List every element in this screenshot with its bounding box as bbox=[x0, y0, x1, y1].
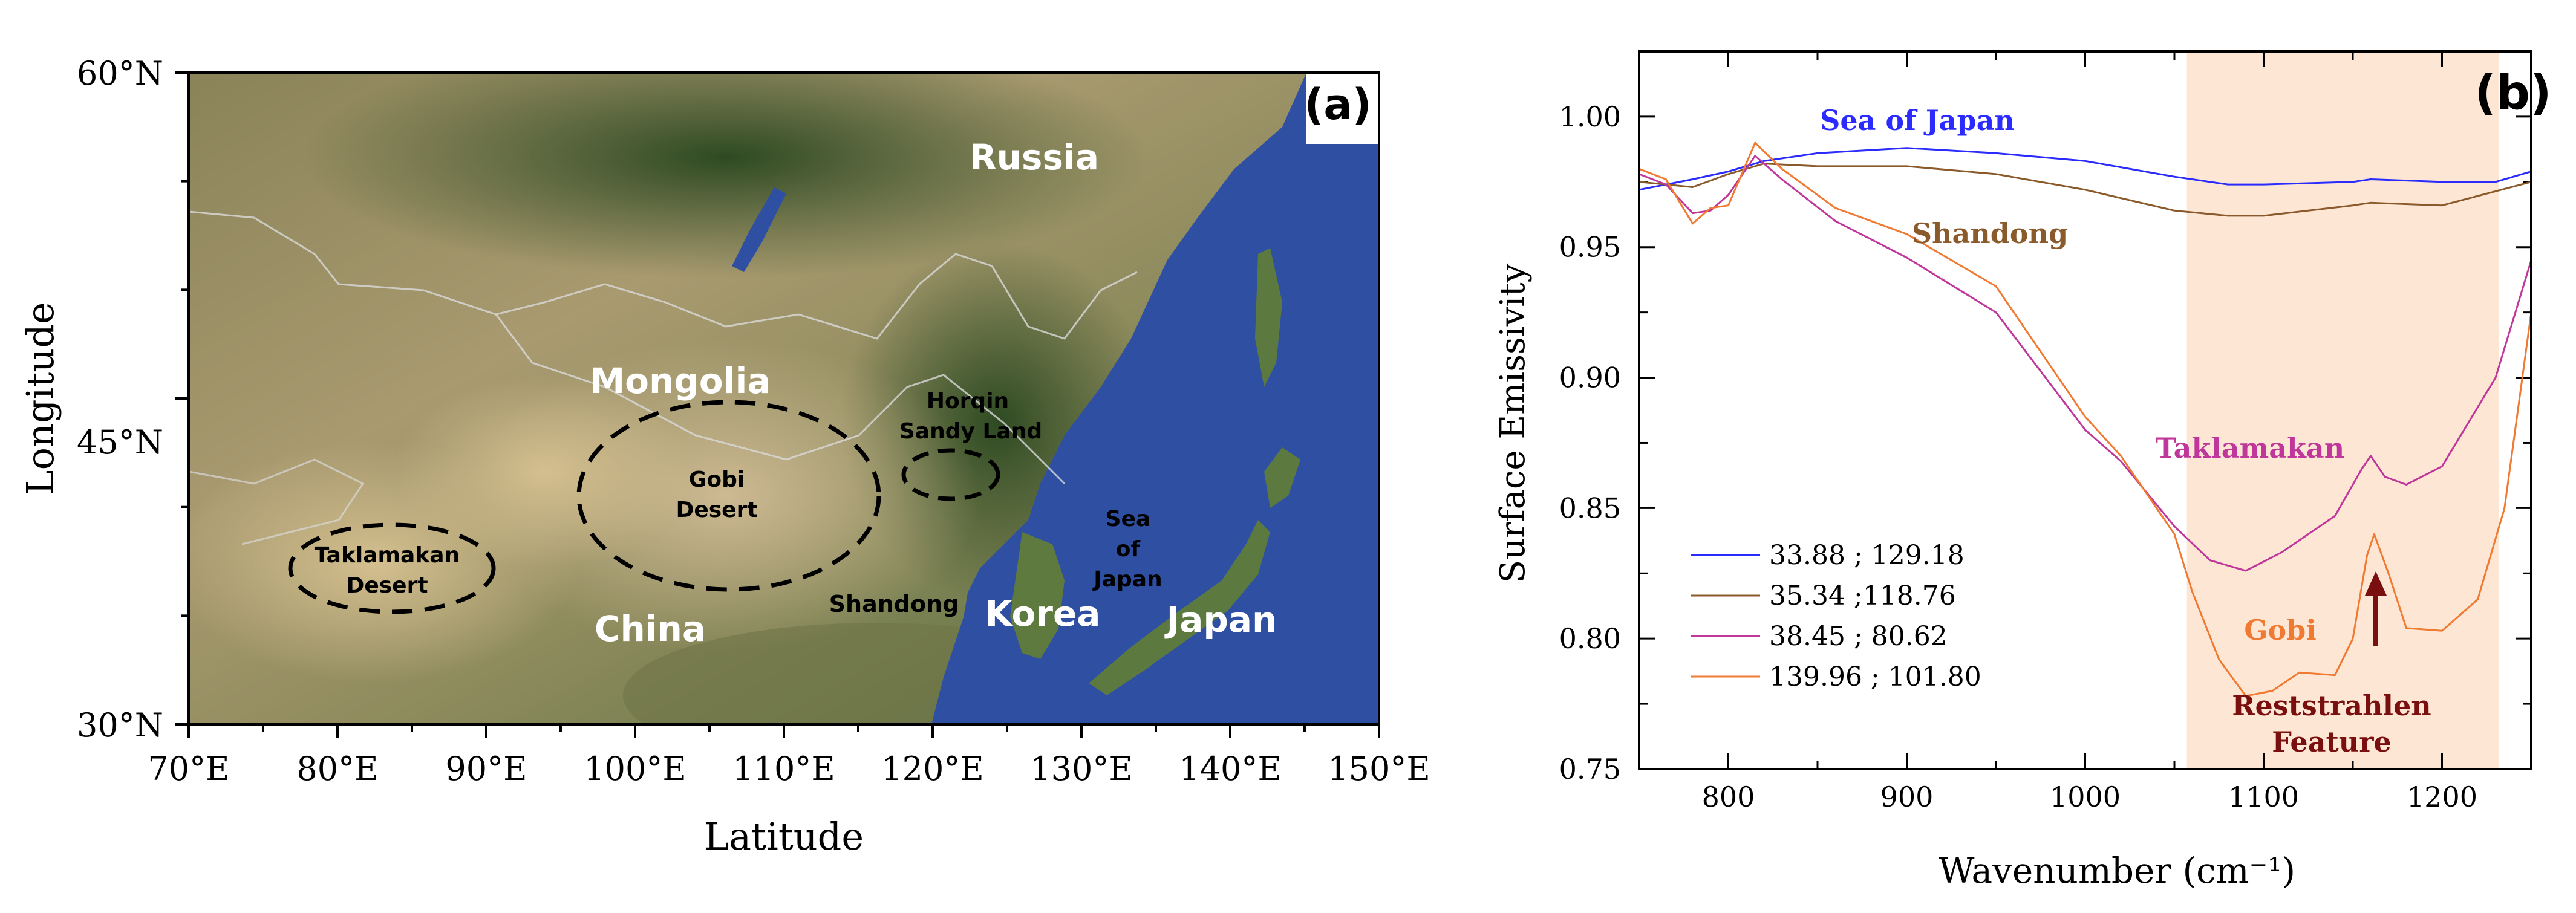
label-korea: Korea bbox=[985, 593, 1101, 634]
gobi-outline bbox=[576, 400, 881, 592]
b-ytick-0.95: 0.95 bbox=[1559, 231, 1621, 264]
label-gobi-line1: Gobi bbox=[689, 467, 745, 492]
legend-entry-1: 35.34 ;118.76 bbox=[1769, 580, 1956, 611]
legend: 33.88 ; 129.18 35.34 ;118.76 38.45 ; 80.… bbox=[1691, 540, 1981, 692]
b-xlabel: Wavenumber (cm⁻¹) bbox=[1939, 850, 2295, 891]
b-ytick-1.00: 1.00 bbox=[1559, 100, 1621, 133]
series-shandong bbox=[1639, 163, 2532, 217]
annot-reststrahlen-line1: Reststrahlen bbox=[2232, 689, 2431, 722]
annot-gobi: Gobi bbox=[2244, 614, 2317, 646]
a-xlabel: Latitude bbox=[704, 814, 864, 859]
label-horqin-line2: Sandy Land bbox=[899, 419, 1042, 444]
b-ytick-0.80: 0.80 bbox=[1559, 622, 1621, 655]
b-ylabel: Surface Emissivity bbox=[1493, 263, 1533, 583]
annot-shandong: Shandong bbox=[1912, 217, 2068, 250]
annot-sea-of-japan: Sea of Japan bbox=[1820, 104, 2015, 137]
panel-b-tag: (b) bbox=[2474, 66, 2551, 120]
a-xtick-8: 150°E bbox=[1328, 750, 1430, 788]
reststrahlen-arrow bbox=[2365, 571, 2387, 646]
legend-entry-0: 33.88 ; 129.18 bbox=[1769, 540, 1965, 571]
a-ytick-45: 45°N bbox=[77, 423, 163, 461]
panel-a-tag: (a) bbox=[1304, 80, 1371, 129]
b-ytick-0.90: 0.90 bbox=[1559, 362, 1621, 394]
b-xtick-1000: 1000 bbox=[2050, 781, 2121, 813]
a-xtick-7: 140°E bbox=[1179, 750, 1282, 788]
b-ytick-0.85: 0.85 bbox=[1559, 492, 1621, 524]
label-taklamakan-line1: Taklamakan bbox=[315, 543, 460, 568]
legend-entry-2: 38.45 ; 80.62 bbox=[1769, 621, 1948, 652]
a-xtick-4: 110°E bbox=[732, 750, 835, 788]
b-xtick-1100: 1100 bbox=[2228, 781, 2299, 813]
series-gobi bbox=[1639, 141, 2532, 697]
annot-reststrahlen-line2: Feature bbox=[2272, 726, 2391, 758]
annot-taklamakan: Taklamakan bbox=[2156, 432, 2344, 464]
legend-entry-3: 139.96 ; 101.80 bbox=[1769, 661, 1981, 692]
a-ytick-30: 30°N bbox=[77, 706, 163, 744]
label-russia: Russia bbox=[970, 137, 1099, 178]
b-xtick-1200: 1200 bbox=[2407, 781, 2477, 813]
map-panel: Russia Mongolia China Korea Japan Shando… bbox=[18, 54, 1430, 859]
b-ytick-0.75: 0.75 bbox=[1559, 753, 1621, 785]
a-ytick-60: 60°N bbox=[77, 54, 163, 93]
label-taklamakan-line2: Desert bbox=[346, 573, 428, 598]
a-xtick-1: 80°E bbox=[296, 750, 378, 788]
label-sea-line3: Japan bbox=[1092, 567, 1162, 592]
label-mongolia: Mongolia bbox=[590, 360, 771, 401]
b-xtick-800: 800 bbox=[1702, 781, 1755, 813]
series-sea-of-japan bbox=[1639, 147, 2532, 191]
taklamakan-outline bbox=[288, 522, 496, 614]
label-sea-line1: Sea bbox=[1106, 507, 1151, 531]
a-xtick-2: 90°E bbox=[445, 750, 527, 788]
a-xtick-3: 100°E bbox=[584, 750, 686, 788]
label-gobi-line2: Desert bbox=[676, 498, 757, 522]
a-ylabel: Longitude bbox=[18, 302, 62, 495]
a-xtick-6: 130°E bbox=[1030, 750, 1133, 788]
label-shandong: Shandong bbox=[829, 591, 959, 617]
label-horqin-line1: Horqin bbox=[927, 389, 1009, 414]
label-china: China bbox=[595, 608, 706, 649]
label-japan: Japan bbox=[1164, 599, 1277, 640]
a-xtick-5: 120°E bbox=[881, 750, 984, 788]
emissivity-chart: 800 900 1000 1100 1200 0.75 0.80 0.85 0.… bbox=[1493, 50, 2552, 891]
horqin-outline bbox=[901, 448, 1000, 501]
b-xtick-900: 900 bbox=[1880, 781, 1934, 813]
a-xtick-0: 70°E bbox=[148, 750, 229, 788]
chart-frame bbox=[1638, 50, 2532, 770]
reststrahlen-band bbox=[2186, 51, 2499, 769]
label-sea-line2: of bbox=[1116, 537, 1141, 562]
map-image bbox=[189, 73, 1379, 724]
